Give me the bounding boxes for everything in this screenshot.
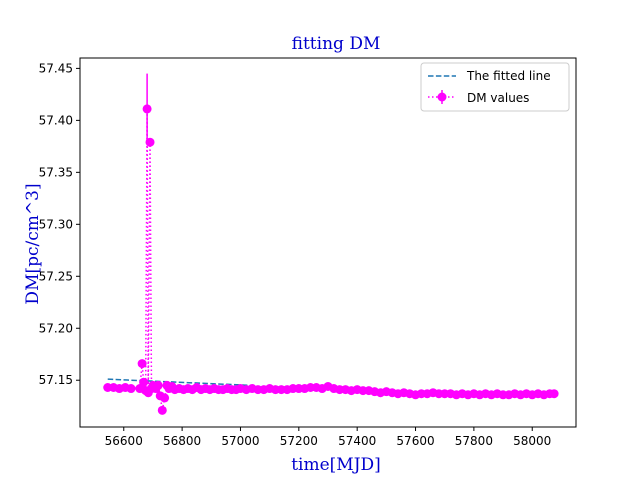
axis-ticks: 56600 56800 57000 57200 57400 57600 57800 58000… xyxy=(39,61,552,448)
dm-point xyxy=(126,384,136,394)
y-tick-label: 57.30 xyxy=(39,217,73,231)
y-tick-label: 57.40 xyxy=(39,113,73,127)
x-tick-label: 57200 xyxy=(280,434,318,448)
y-tick-label: 57.15 xyxy=(39,373,73,387)
legend-label-fitted-line: The fitted line xyxy=(466,69,551,83)
dm-point xyxy=(549,389,559,399)
x-axis-label: time[MJD] xyxy=(291,455,381,475)
y-tick-label: 57.45 xyxy=(39,61,73,75)
x-tick-label: 58000 xyxy=(513,434,551,448)
legend-label-dm-values: DM values xyxy=(467,91,529,105)
dm-point xyxy=(145,137,155,147)
dm-point xyxy=(160,393,170,403)
y-tick-label: 57.35 xyxy=(39,165,73,179)
x-tick-label: 56800 xyxy=(163,434,201,448)
x-tick-label: 57400 xyxy=(338,434,376,448)
dm-point xyxy=(153,380,163,390)
data-marks xyxy=(103,73,559,415)
y-axis-label: DM[pc/cm^3] xyxy=(23,183,43,304)
dm-point xyxy=(157,405,167,415)
legend-box xyxy=(420,62,570,112)
x-tick-label: 57800 xyxy=(455,434,493,448)
y-tick-label: 57.25 xyxy=(39,269,73,283)
dm-point xyxy=(139,377,149,387)
dm-point xyxy=(142,104,152,114)
dm-point xyxy=(137,359,147,369)
chart-title: fitting DM xyxy=(292,34,381,54)
x-tick-label: 57000 xyxy=(221,434,259,448)
legend: The fitted line DM values xyxy=(420,62,570,112)
legend-swatch-marker xyxy=(437,92,447,102)
dm-values-connector xyxy=(107,108,555,411)
y-tick-label: 57.20 xyxy=(39,321,73,335)
x-tick-label: 56600 xyxy=(105,434,143,448)
x-tick-label: 57600 xyxy=(396,434,434,448)
plot-frame xyxy=(79,57,577,428)
